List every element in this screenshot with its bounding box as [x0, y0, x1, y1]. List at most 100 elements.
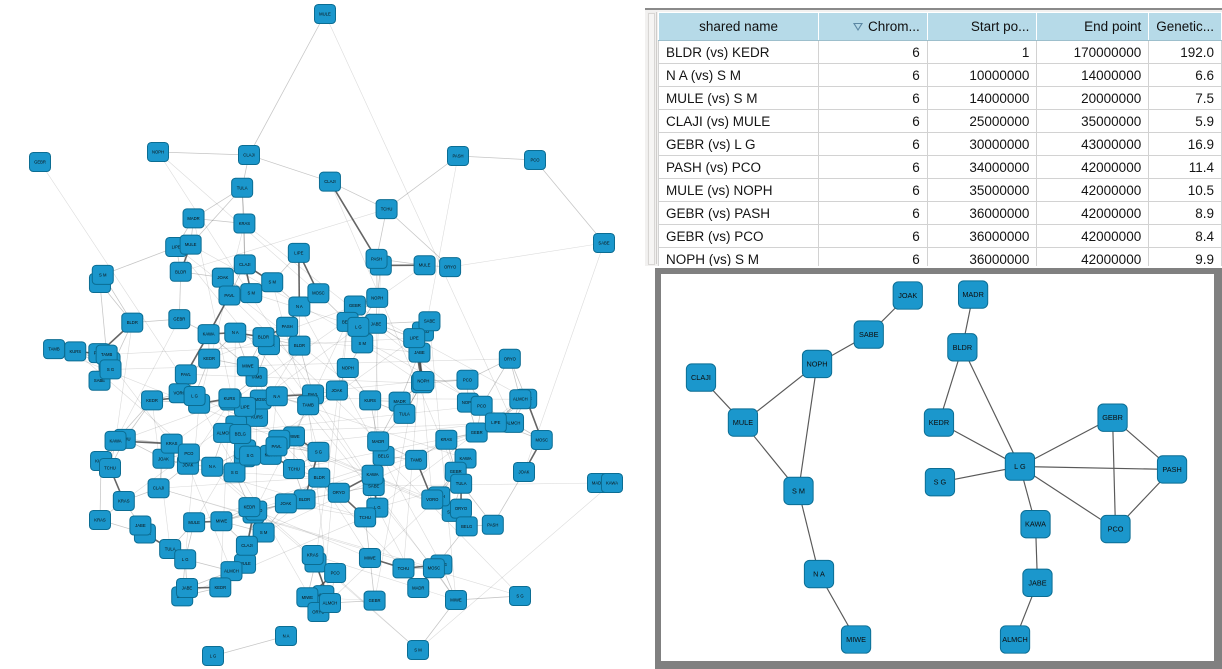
- network-node-s17[interactable]: TCHU: [99, 458, 121, 478]
- node-shape[interactable]: [324, 562, 347, 583]
- node-shape[interactable]: [801, 349, 833, 379]
- node-shape[interactable]: [121, 312, 144, 333]
- network-node-LG[interactable]: L G: [1004, 452, 1036, 481]
- node-shape[interactable]: [218, 285, 241, 306]
- network-node-n32[interactable]: MULE: [413, 255, 436, 276]
- node-shape[interactable]: [307, 441, 330, 462]
- network-node-n90[interactable]: BLDR: [288, 335, 311, 356]
- node-shape[interactable]: [465, 422, 488, 443]
- main-network-view[interactable]: BLDR KEDR MULE NOPH CLAJI GEBR PASH PCO SABE JOAK…: [0, 0, 655, 669]
- network-node-s11[interactable]: ALMCH: [319, 593, 341, 613]
- table-cell-start_point[interactable]: 25000000: [926, 109, 1038, 133]
- network-edge[interactable]: [234, 472, 320, 478]
- node-shape[interactable]: [147, 478, 170, 499]
- node-shape[interactable]: [407, 577, 430, 598]
- node-shape[interactable]: [336, 357, 359, 378]
- network-node-n79[interactable]: TCHU: [354, 507, 377, 528]
- table-row[interactable]: GEBR (vs) PASH 6 36000000 42000000 8.9: [657, 201, 1222, 225]
- network-edge[interactable]: [312, 554, 419, 589]
- network-node-s16[interactable]: S G: [509, 586, 531, 606]
- network-node-n35[interactable]: GEBR: [168, 309, 191, 330]
- node-shape[interactable]: [358, 548, 381, 569]
- network-node-n97[interactable]: PCO: [470, 395, 493, 416]
- node-shape[interactable]: [293, 489, 316, 510]
- network-node-SM[interactable]: S M: [783, 476, 814, 506]
- node-shape[interactable]: [1004, 452, 1036, 481]
- node-shape[interactable]: [240, 283, 263, 304]
- table-cell-shared_name[interactable]: MULE (vs) S M: [657, 86, 820, 110]
- network-node-n126[interactable]: PASH: [365, 248, 388, 269]
- column-header-shared-name[interactable]: shared name: [657, 12, 820, 41]
- node-shape[interactable]: [445, 590, 467, 610]
- network-edge[interactable]: [1111, 417, 1117, 530]
- network-node-s10[interactable]: JABE: [176, 578, 198, 598]
- node-shape[interactable]: [297, 395, 320, 416]
- network-edge[interactable]: [151, 400, 171, 549]
- node-shape[interactable]: [498, 348, 521, 369]
- node-shape[interactable]: [413, 255, 436, 276]
- network-node-n129[interactable]: JOAK: [274, 493, 297, 514]
- network-node-s6[interactable]: SABE: [593, 233, 615, 253]
- table-cell-start_point[interactable]: 30000000: [926, 132, 1038, 156]
- network-node-n1[interactable]: KEDR: [198, 348, 221, 369]
- network-node-n114[interactable]: ORYO: [327, 482, 350, 503]
- table-row[interactable]: NOPH (vs) S M 6 36000000 42000000 9.9: [657, 247, 1222, 266]
- node-shape[interactable]: [327, 482, 350, 503]
- table-cell-start_point[interactable]: 36000000: [926, 201, 1038, 225]
- table-body[interactable]: BLDR (vs) KEDR 6 1 170000000 192.0 N A (vs) S…: [657, 40, 1222, 266]
- table-cell-genetic[interactable]: 7.5: [1148, 86, 1222, 110]
- node-shape[interactable]: [449, 498, 472, 519]
- node-shape[interactable]: [29, 152, 51, 172]
- table-cell-chromosome[interactable]: 6: [818, 178, 928, 202]
- node-shape[interactable]: [301, 544, 324, 565]
- network-node-s14[interactable]: S M: [407, 640, 429, 660]
- table-cell-end_point[interactable]: 35000000: [1036, 109, 1150, 133]
- node-shape[interactable]: [112, 490, 135, 511]
- network-edge[interactable]: [961, 347, 1021, 467]
- table-cell-start_point[interactable]: 36000000: [926, 224, 1038, 248]
- network-edge[interactable]: [185, 374, 423, 384]
- network-node-n51[interactable]: PAVL: [174, 364, 197, 385]
- node-shape[interactable]: [361, 464, 384, 485]
- table-cell-genetic[interactable]: 192.0: [1148, 40, 1222, 64]
- table-cell-end_point[interactable]: 20000000: [1036, 86, 1150, 110]
- network-node-n11[interactable]: KAWA: [197, 324, 220, 345]
- table-cell-genetic[interactable]: 6.6: [1148, 63, 1222, 87]
- table-row[interactable]: MULE (vs) S M 6 14000000 20000000 7.5: [657, 86, 1222, 110]
- table-cell-end_point[interactable]: 14000000: [1036, 63, 1150, 87]
- network-node-n31[interactable]: KEDR: [209, 577, 232, 598]
- node-shape[interactable]: [840, 625, 872, 654]
- network-node-CLAJI[interactable]: CLAJI: [685, 363, 717, 392]
- network-edge[interactable]: [115, 318, 180, 442]
- network-node-n50[interactable]: KRAS: [112, 490, 135, 511]
- table-cell-shared_name[interactable]: NOPH (vs) S M: [657, 247, 820, 266]
- network-node-n149[interactable]: TAMB: [297, 395, 320, 416]
- network-node-n98[interactable]: SABE: [418, 311, 441, 332]
- network-node-n20[interactable]: KRAS: [435, 429, 458, 450]
- node-shape[interactable]: [141, 390, 164, 411]
- network-node-s13[interactable]: L G: [202, 646, 224, 666]
- table-cell-chromosome[interactable]: 6: [818, 224, 928, 248]
- node-shape[interactable]: [450, 473, 473, 494]
- network-node-n144[interactable]: ORYO: [439, 257, 462, 278]
- table-cell-end_point[interactable]: 42000000: [1036, 155, 1150, 179]
- node-shape[interactable]: [252, 522, 275, 543]
- node-shape[interactable]: [685, 363, 717, 392]
- network-edge[interactable]: [39, 161, 195, 397]
- network-node-n71[interactable]: KAWA: [104, 430, 127, 451]
- network-node-n113[interactable]: BELG: [455, 516, 478, 537]
- network-node-n143[interactable]: BELG: [229, 423, 252, 444]
- network-node-n142[interactable]: MOSC: [530, 429, 553, 450]
- network-edge[interactable]: [797, 363, 818, 492]
- network-node-n17[interactable]: N A: [201, 456, 224, 477]
- table-cell-genetic[interactable]: 8.4: [1148, 224, 1222, 248]
- table-cell-end_point[interactable]: 43000000: [1036, 132, 1150, 156]
- table-cell-shared_name[interactable]: MULE (vs) NOPH: [657, 178, 820, 202]
- node-shape[interactable]: [238, 145, 260, 165]
- network-node-n46[interactable]: S M: [91, 264, 114, 285]
- network-node-n37[interactable]: PCO: [324, 562, 347, 583]
- network-edge[interactable]: [263, 336, 457, 601]
- network-node-s5[interactable]: PCO: [524, 150, 546, 170]
- node-shape[interactable]: [64, 341, 87, 362]
- node-shape[interactable]: [392, 558, 415, 579]
